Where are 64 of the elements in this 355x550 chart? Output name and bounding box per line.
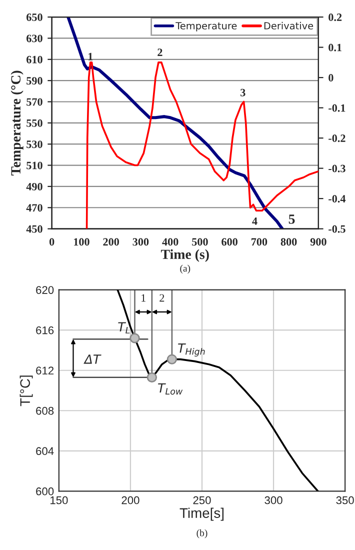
y-tick-label: 470 [26, 204, 42, 212]
annotation: 2 [160, 294, 164, 302]
y-tick-label: 600 [36, 487, 54, 496]
y2-tick-label: -0.2 [328, 134, 346, 142]
y-tick-label: 604 [36, 447, 54, 456]
annotation: T$_{Low}$ [158, 383, 183, 395]
x-tick-label: 700 [251, 238, 268, 246]
y2-tick-label: -0.5 [328, 225, 346, 233]
point [130, 333, 140, 344]
y-tick-label: 610 [26, 56, 42, 64]
x-tick-label: 600 [222, 238, 238, 246]
line-series [116, 290, 319, 492]
x-tick-label: 150 [50, 496, 68, 504]
annotation: 1 [88, 52, 93, 60]
y-tick-label: 550 [26, 119, 42, 127]
y-tick-label: 510 [26, 162, 42, 170]
x-tick-label: 350 [336, 496, 354, 504]
y2-tick-label: 0 [328, 74, 334, 82]
annotation: T$_{L}$ [118, 322, 130, 334]
annotation: 5 [288, 214, 295, 224]
x-tick-label: 200 [122, 496, 140, 504]
y-tick-label: 620 [36, 286, 54, 294]
text: (b) [196, 529, 208, 538]
x-tick-label: 300 [264, 496, 282, 504]
x-tick-label: 900 [310, 238, 326, 246]
y2-tick-label: -0.4 [328, 195, 346, 203]
y-tick-label: 590 [26, 77, 42, 85]
point [166, 354, 178, 364]
annotation: T$_{High}$ [178, 344, 205, 357]
x-tick-label: 100 [74, 238, 90, 246]
x-axis-title: Time (s) [160, 249, 209, 262]
x-tick-label: 300 [132, 238, 149, 246]
y-tick-label: 608 [36, 406, 54, 415]
y-tick-label: 650 [26, 14, 42, 22]
y-tick-label: 450 [26, 225, 42, 233]
y-tick-label: 570 [26, 98, 42, 106]
annotation: 3 [240, 88, 246, 96]
x-tick-label: 200 [103, 238, 119, 246]
legend-label: Derivative [264, 22, 314, 30]
x-tick-label: 250 [193, 496, 211, 504]
y-tick-label: 612 [36, 366, 54, 375]
annotation: 2 [158, 48, 162, 56]
y-axis-title: Temperature (°C) [10, 70, 24, 176]
annotation: 1 [142, 294, 146, 302]
y2-tick-label: -0.3 [328, 164, 346, 172]
y2-tick-label: 0.1 [328, 44, 342, 52]
annotation: 4 [252, 217, 258, 225]
y-tick-label: 530 [26, 140, 42, 148]
legend-label: Temperature [176, 22, 237, 32]
x-tick-label: 500 [192, 238, 208, 246]
x-axis-title: Time[s] [180, 508, 224, 521]
line-series [86, 62, 318, 229]
x-tick-label: 400 [162, 238, 178, 246]
y-tick-label: 490 [26, 182, 42, 190]
y2-tick-label: 0.2 [328, 14, 342, 22]
y-tick-label: 630 [26, 34, 42, 42]
annotation: ΔT [84, 354, 102, 364]
y-axis-title: T[°C] [20, 376, 33, 406]
x-tick-label: 800 [280, 238, 297, 246]
x-tick-label: 0 [49, 238, 54, 246]
y-tick-label: 616 [36, 326, 54, 334]
point [146, 372, 158, 382]
text: (a) [180, 264, 190, 274]
y2-tick-label: -0.1 [328, 104, 346, 112]
